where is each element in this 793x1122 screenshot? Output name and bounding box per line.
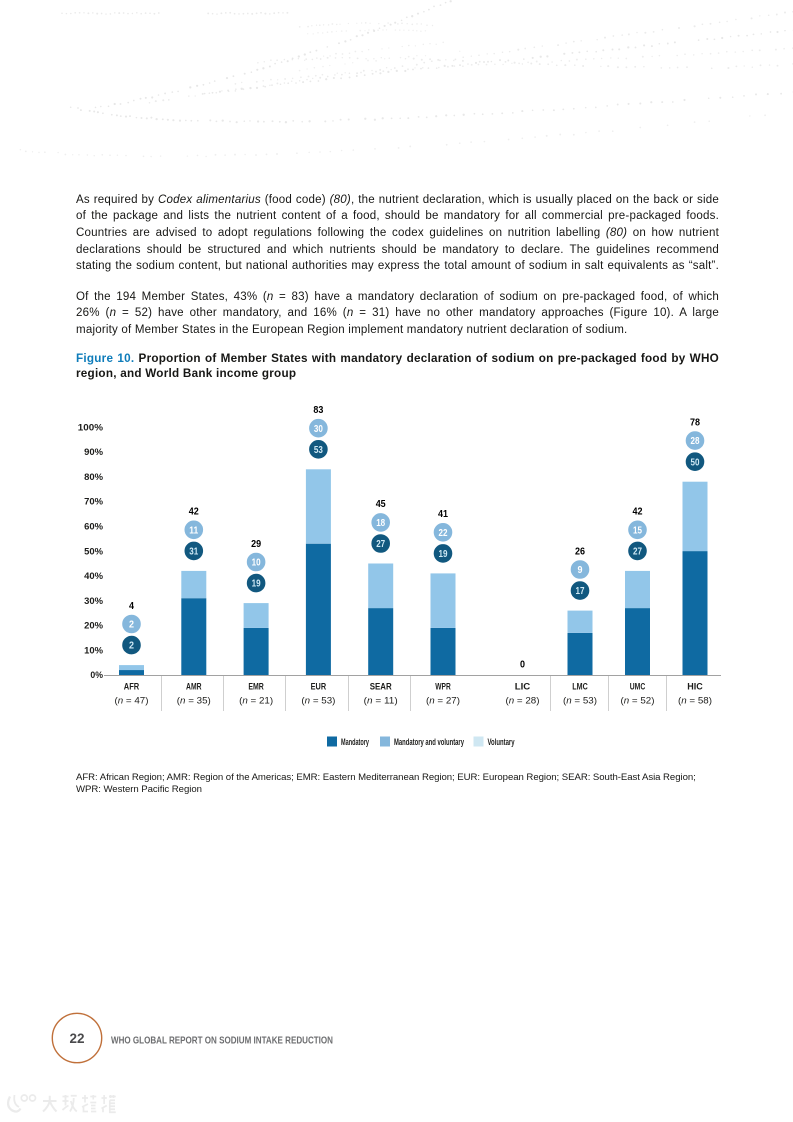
svg-text:HIC: HIC bbox=[687, 682, 703, 692]
svg-text:(n = 35): (n = 35) bbox=[177, 696, 211, 706]
svg-text:SEAR: SEAR bbox=[370, 682, 392, 692]
svg-text:(n = 47): (n = 47) bbox=[115, 696, 149, 706]
svg-text:(n = 11): (n = 11) bbox=[364, 696, 398, 706]
svg-text:(n = 21): (n = 21) bbox=[239, 696, 273, 706]
svg-text:30: 30 bbox=[314, 424, 323, 435]
svg-text:30%: 30% bbox=[84, 596, 104, 606]
svg-text:EMR: EMR bbox=[248, 682, 264, 692]
svg-text:WHO GLOBAL REPORT ON SODIUM IN: WHO GLOBAL REPORT ON SODIUM INTAKE REDUC… bbox=[111, 1036, 333, 1047]
svg-text:50: 50 bbox=[691, 457, 700, 468]
svg-text:40%: 40% bbox=[84, 571, 104, 581]
svg-text:27: 27 bbox=[376, 539, 385, 550]
svg-text:0: 0 bbox=[520, 659, 525, 671]
svg-text:Mandatory and voluntary: Mandatory and voluntary bbox=[394, 737, 465, 747]
svg-text:53: 53 bbox=[314, 445, 323, 456]
svg-text:31: 31 bbox=[189, 547, 198, 558]
svg-text:42: 42 bbox=[189, 506, 199, 518]
svg-text:60%: 60% bbox=[84, 522, 104, 532]
svg-text:(n = 28): (n = 28) bbox=[506, 696, 540, 706]
svg-text:2: 2 bbox=[129, 641, 134, 652]
svg-text:(n = 58): (n = 58) bbox=[678, 696, 712, 706]
svg-text:28: 28 bbox=[691, 436, 700, 447]
svg-text:9: 9 bbox=[578, 565, 583, 576]
svg-text:100%: 100% bbox=[78, 422, 104, 432]
svg-text:80%: 80% bbox=[84, 472, 104, 482]
svg-text:27: 27 bbox=[633, 547, 642, 558]
svg-text:70%: 70% bbox=[84, 497, 104, 507]
svg-text:(n = 52): (n = 52) bbox=[621, 696, 655, 706]
svg-text:22: 22 bbox=[439, 528, 448, 539]
svg-text:18: 18 bbox=[376, 518, 385, 529]
svg-text:WPR: WPR bbox=[435, 682, 451, 692]
svg-text:Voluntary: Voluntary bbox=[488, 737, 516, 747]
svg-text:29: 29 bbox=[251, 538, 261, 550]
svg-text:19: 19 bbox=[252, 579, 261, 590]
svg-text:20%: 20% bbox=[84, 621, 104, 631]
svg-text:10%: 10% bbox=[84, 645, 104, 655]
svg-text:AFR: AFR bbox=[124, 682, 140, 692]
svg-text:2: 2 bbox=[129, 620, 134, 631]
svg-text:(n = 27): (n = 27) bbox=[426, 696, 460, 706]
svg-text:78: 78 bbox=[690, 416, 700, 428]
svg-text:22: 22 bbox=[69, 1031, 84, 1046]
svg-text:41: 41 bbox=[438, 508, 448, 520]
svg-text:10: 10 bbox=[252, 558, 261, 569]
svg-text:0%: 0% bbox=[90, 670, 103, 680]
svg-text:4: 4 bbox=[129, 600, 134, 612]
svg-text:UMC: UMC bbox=[630, 682, 646, 692]
svg-text:42: 42 bbox=[633, 506, 643, 518]
svg-text:15: 15 bbox=[633, 525, 642, 536]
svg-text:90%: 90% bbox=[84, 447, 104, 457]
svg-text:LMC: LMC bbox=[572, 682, 588, 692]
svg-text:EUR: EUR bbox=[311, 682, 327, 692]
svg-text:19: 19 bbox=[439, 549, 448, 560]
svg-text:(n = 53): (n = 53) bbox=[301, 696, 335, 706]
svg-text:(n = 53): (n = 53) bbox=[563, 696, 597, 706]
svg-text:11: 11 bbox=[189, 525, 198, 536]
svg-text:LIC: LIC bbox=[515, 682, 531, 692]
svg-text:AMR: AMR bbox=[186, 682, 202, 692]
svg-text:26: 26 bbox=[575, 545, 585, 557]
svg-text:50%: 50% bbox=[84, 546, 104, 556]
svg-text:Mandatory: Mandatory bbox=[341, 737, 369, 747]
svg-text:17: 17 bbox=[576, 586, 585, 597]
svg-text:45: 45 bbox=[376, 498, 386, 510]
svg-text:83: 83 bbox=[313, 404, 323, 416]
